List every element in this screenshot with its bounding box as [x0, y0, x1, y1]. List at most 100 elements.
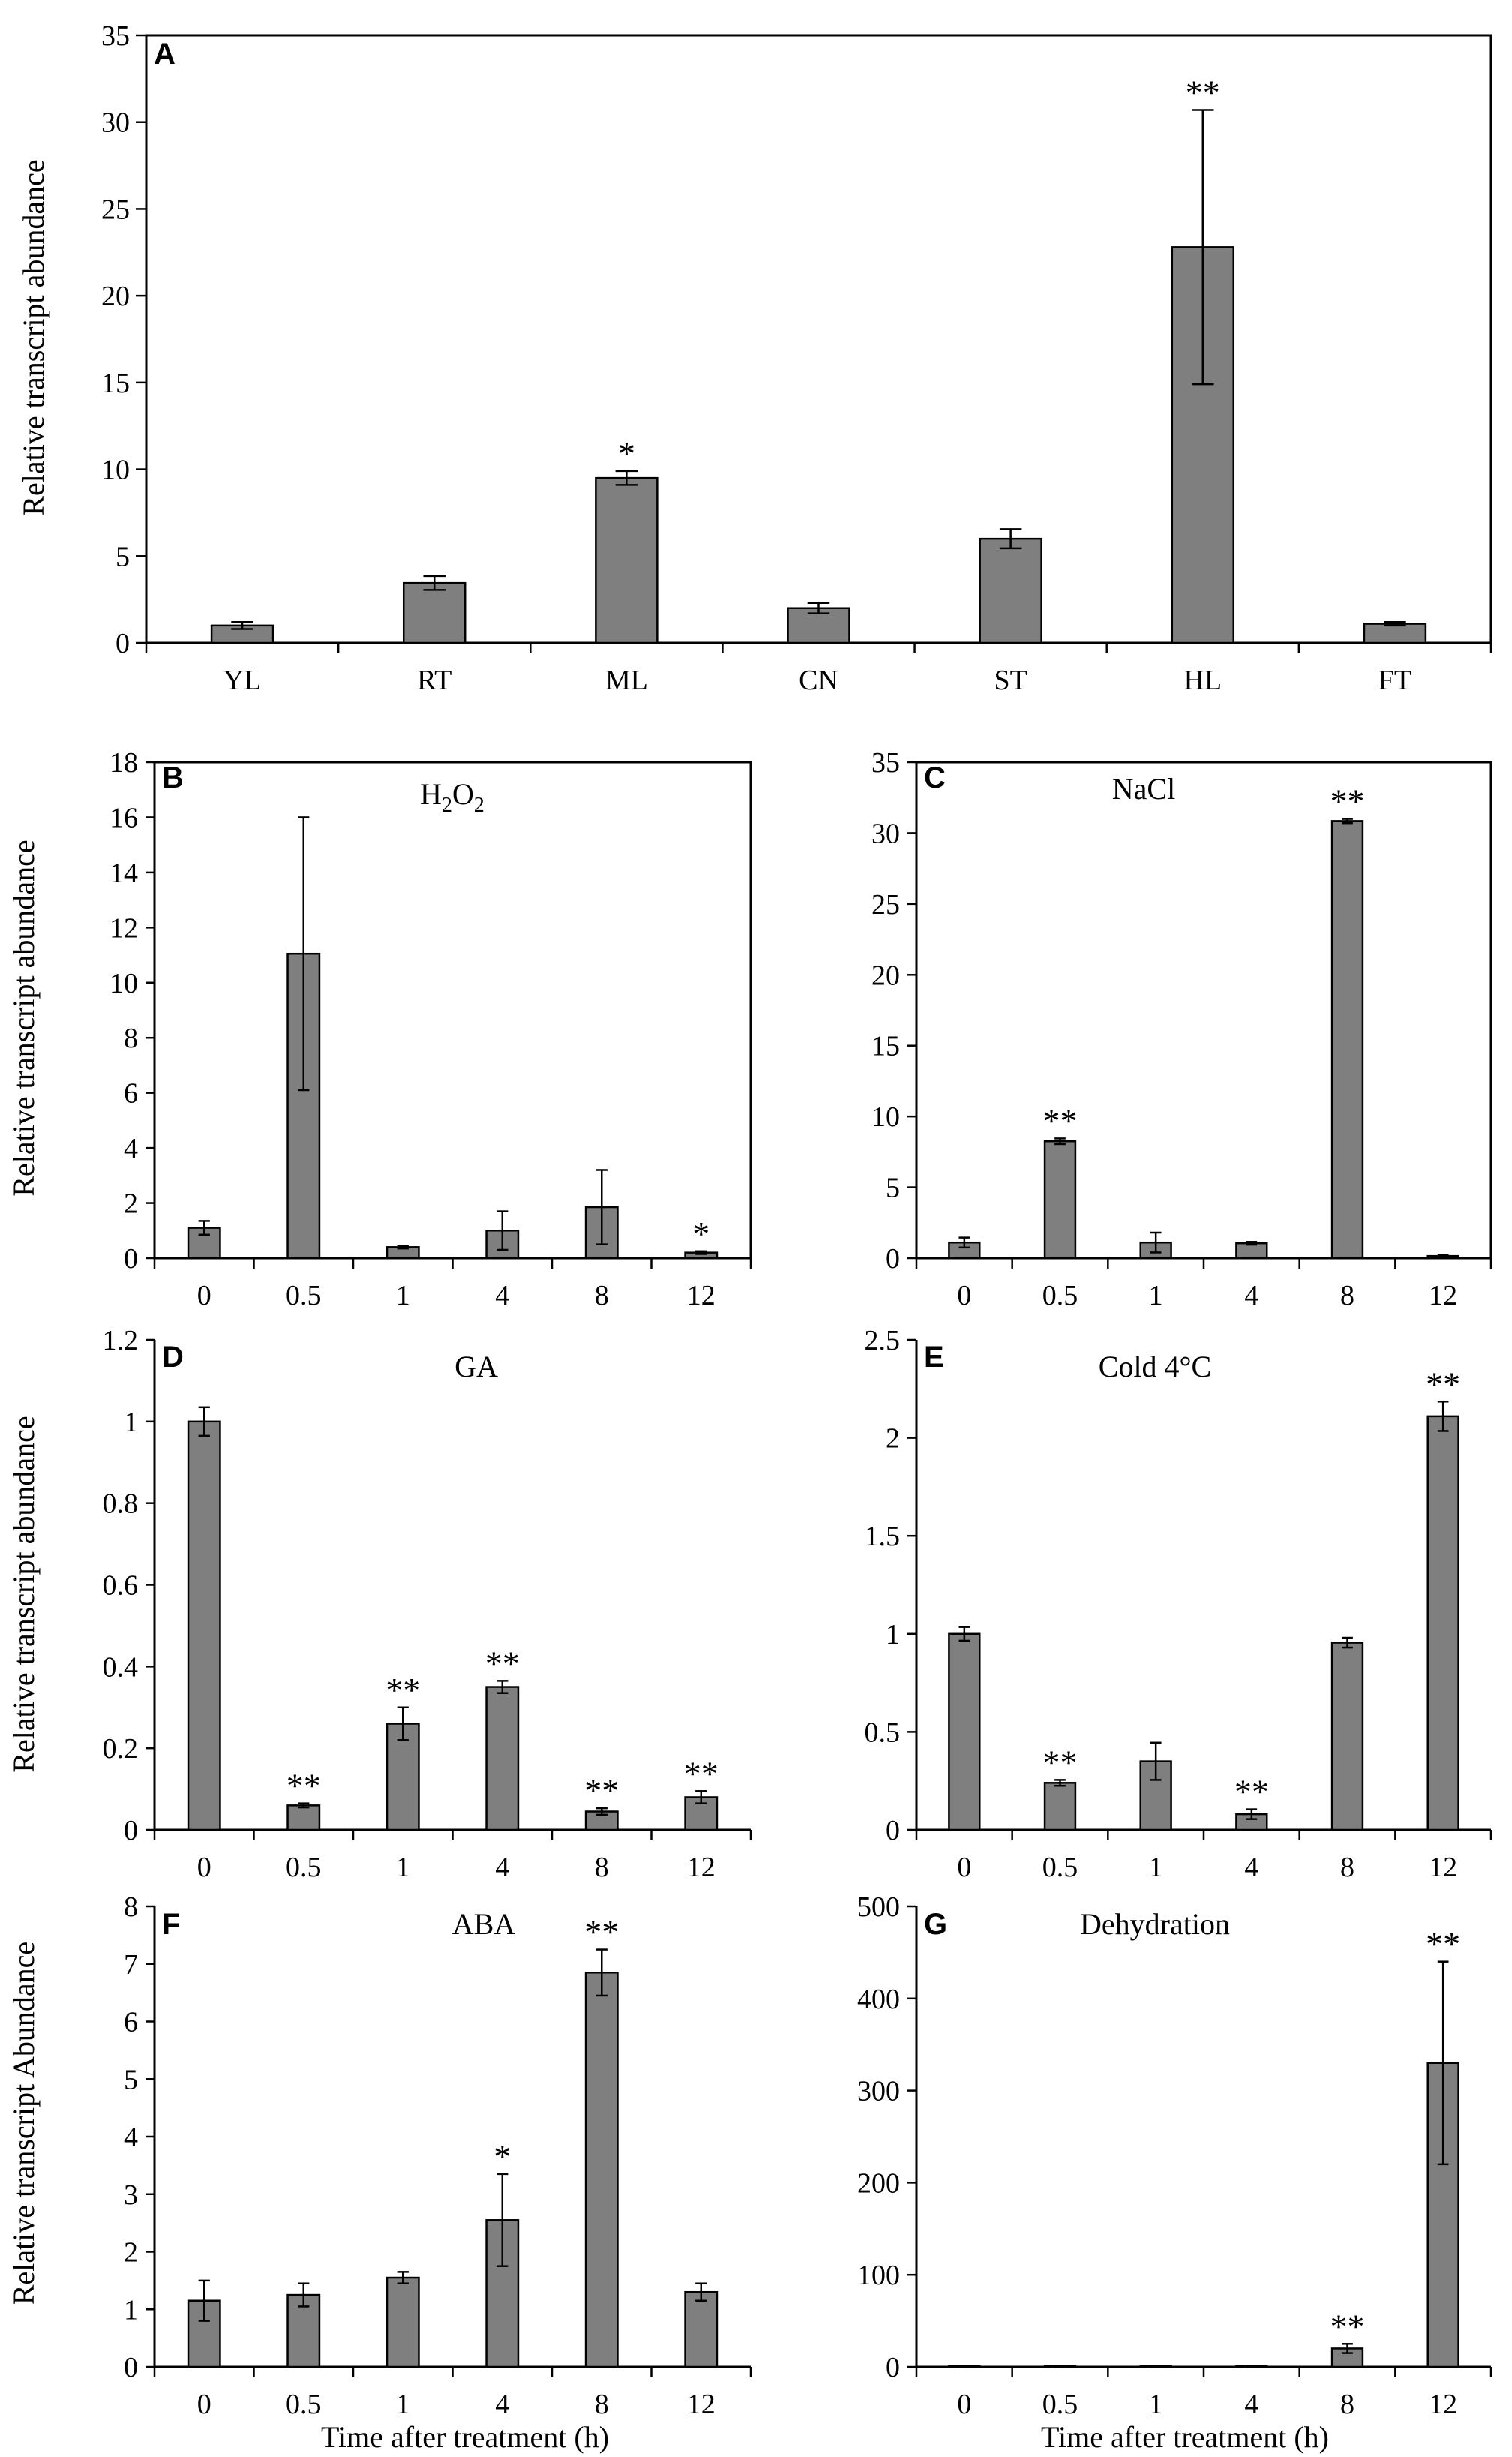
- panel-F-significance-mark: *: [494, 2137, 511, 2176]
- panel-F-x-tick-label: 4: [495, 2389, 509, 2420]
- panel-A-significance-mark: **: [1186, 74, 1220, 112]
- panel-A-y-tick-label: 25: [101, 194, 130, 225]
- panel-B-y-tick-label: 18: [110, 747, 138, 779]
- panel-A-y-tick-label: 30: [101, 107, 130, 139]
- panel-D: 0 0.2 0.4 0.6 0.8 1 1.2 0 ** 0.5 ** 1 ** 4 ** 8 ** 12 D G…: [7, 1325, 752, 1883]
- panel-G-y-tick-label: 500: [857, 1891, 900, 1923]
- panel-D-y-tick-label: 0.6: [103, 1570, 139, 1602]
- panel-A-x-tick-label: FT: [1378, 665, 1412, 696]
- panel-D-y-tick-label: 0.8: [103, 1488, 139, 1520]
- panel-E-title: Cold 4°C: [1099, 1350, 1211, 1383]
- panel-A-y-tick-label: 20: [101, 281, 130, 312]
- panel-D-x-tick-label: 1: [396, 1852, 410, 1883]
- panel-D-significance-mark: **: [584, 1771, 619, 1810]
- panel-G-y-tick-label: 300: [857, 2076, 900, 2107]
- panel-C-plot: 0 5 10 15 20 25 30 35 0 ** 0.5 1 4 ** 8 12: [872, 747, 1492, 1311]
- panel-D-y-tick-label: 0.4: [103, 1651, 139, 1683]
- panel-G-plot: 0 100 200 300 400 500 0 0.5 1 4 ** 8 ** 12: [857, 1891, 1492, 2420]
- panel-A-bar-ST: [979, 537, 1042, 644]
- panel-C-significance-mark: **: [1330, 782, 1365, 821]
- panel-C-bar-0.5: [1043, 1140, 1077, 1260]
- panel-F-ylabel: Relative transcript Abundance: [7, 1942, 40, 2305]
- panel-D-significance-mark: **: [386, 1671, 420, 1709]
- panel-D-y-tick-label: 1.2: [103, 1325, 139, 1356]
- panel-G-x-tick-label: 0: [957, 2389, 971, 2420]
- panel-D-ylabel: Relative transcript abundance: [7, 1416, 40, 1772]
- panel-C-y-tick-label: 15: [872, 1031, 900, 1062]
- panel-G-y-tick-label: 0: [886, 2352, 900, 2383]
- panel-A-x-tick-label: ML: [605, 665, 648, 696]
- panel-E-significance-mark: **: [1234, 1773, 1269, 1811]
- panel-D-bar-0: [187, 1420, 221, 1831]
- panel-G: 0 100 200 300 400 500 0 0.5 1 4 ** 8 ** 12 G Dehydrat…: [857, 1891, 1492, 2454]
- panel-C-y-tick-label: 20: [872, 960, 900, 991]
- panel-C-x-tick-label: 0: [957, 1280, 971, 1311]
- panel-D-plot: 0 0.2 0.4 0.6 0.8 1 1.2 0 ** 0.5 ** 1 ** 4 ** 8 ** 12: [103, 1325, 752, 1883]
- panel-B-x-tick-label: 8: [595, 1280, 609, 1311]
- panel-F-xlabel: Time after treatment (h): [321, 2420, 609, 2454]
- panel-B-title-sub: 2: [442, 794, 452, 817]
- panel-F-y-tick-label: 8: [124, 1891, 138, 1923]
- panel-E-x-tick-label: 0.5: [1042, 1852, 1078, 1883]
- panel-C-y-tick-label: 5: [886, 1173, 900, 1204]
- panel-D-title: GA: [454, 1350, 498, 1383]
- panel-F-bar-8: [584, 1972, 619, 2368]
- panel-F-x-tick-label: 0: [197, 2389, 212, 2420]
- panel-B-y-tick-label: 8: [124, 1023, 138, 1054]
- panel-D-bar-0.5: [286, 1804, 321, 1831]
- panel-E-x-tick-label: 12: [1429, 1852, 1457, 1883]
- panel-F-letter: F: [162, 1908, 180, 1941]
- panel-G-y-tick-label: 400: [857, 1984, 900, 2015]
- panel-F-y-tick-label: 1: [124, 2294, 138, 2326]
- panel-E-y-tick-label: 0: [886, 1815, 900, 1846]
- panel-A-y-tick-label: 0: [116, 628, 130, 659]
- panel-E-bar-0.5: [1043, 1782, 1077, 1831]
- panel-E-significance-mark: **: [1043, 1743, 1078, 1781]
- panel-B-letter: B: [162, 761, 184, 794]
- panel-B-x-tick-label: 1: [396, 1280, 410, 1311]
- panel-B-title-sub: 2: [474, 794, 484, 817]
- panel-C-x-tick-label: 4: [1244, 1280, 1258, 1311]
- panel-D-letter: D: [162, 1341, 184, 1374]
- panel-F-y-tick-label: 5: [124, 2064, 138, 2095]
- panel-B-y-tick-label: 12: [110, 912, 138, 944]
- panel-D-y-tick-label: 0: [124, 1815, 138, 1846]
- panel-B-y-tick-label: 6: [124, 1078, 138, 1110]
- panel-F-y-tick-label: 0: [124, 2352, 138, 2383]
- panel-G-y-tick-label: 100: [857, 2260, 900, 2291]
- panel-B-title: H2O2: [420, 777, 484, 817]
- panel-C-y-tick-label: 30: [872, 818, 900, 849]
- panel-G-x-tick-label: 0.5: [1042, 2389, 1078, 2420]
- panel-E-x-tick-label: 8: [1340, 1852, 1354, 1883]
- panel-E-significance-mark: **: [1426, 1365, 1460, 1403]
- panel-C-x-tick-label: 12: [1429, 1280, 1457, 1311]
- panel-C: 0 5 10 15 20 25 30 35 0 ** 0.5 1 4 ** 8 12 C NaCl: [872, 747, 1492, 1311]
- panel-A-x-tick-label: YL: [224, 665, 262, 696]
- panel-F-x-tick-label: 12: [687, 2389, 716, 2420]
- panel-D-significance-mark: **: [684, 1754, 718, 1792]
- panel-E-y-tick-label: 0.5: [865, 1717, 901, 1748]
- panel-E-x-tick-label: 0: [957, 1852, 971, 1883]
- panel-B-x-tick-label: 0.5: [286, 1280, 322, 1311]
- panel-D-bar-4: [485, 1686, 520, 1831]
- panel-F-y-tick-label: 4: [124, 2122, 138, 2153]
- panel-D-x-tick-label: 0: [197, 1852, 212, 1883]
- panel-F-title: ABA: [452, 1907, 516, 1941]
- panel-G-x-tick-label: 4: [1244, 2389, 1258, 2420]
- panel-C-y-tick-label: 0: [886, 1243, 900, 1275]
- panel-B-y-tick-label: 0: [124, 1243, 138, 1275]
- panel-A-significance-mark: *: [618, 434, 635, 473]
- panel-D-x-tick-label: 8: [595, 1852, 609, 1883]
- panel-F-x-tick-label: 1: [396, 2389, 410, 2420]
- panel-F-y-tick-label: 3: [124, 2179, 138, 2211]
- panel-E-y-tick-label: 1.5: [865, 1521, 901, 1552]
- panel-B-y-tick-label: 10: [110, 968, 138, 999]
- panel-A-y-tick-label: 10: [101, 455, 130, 486]
- panel-C-letter: C: [924, 761, 946, 794]
- panel-E: 0 0.5 1 1.5 2 2.5 0 ** 0.5 1 ** 4 8 ** 12 E Cold 4°C: [865, 1325, 1492, 1883]
- panel-G-title: Dehydration: [1080, 1907, 1230, 1941]
